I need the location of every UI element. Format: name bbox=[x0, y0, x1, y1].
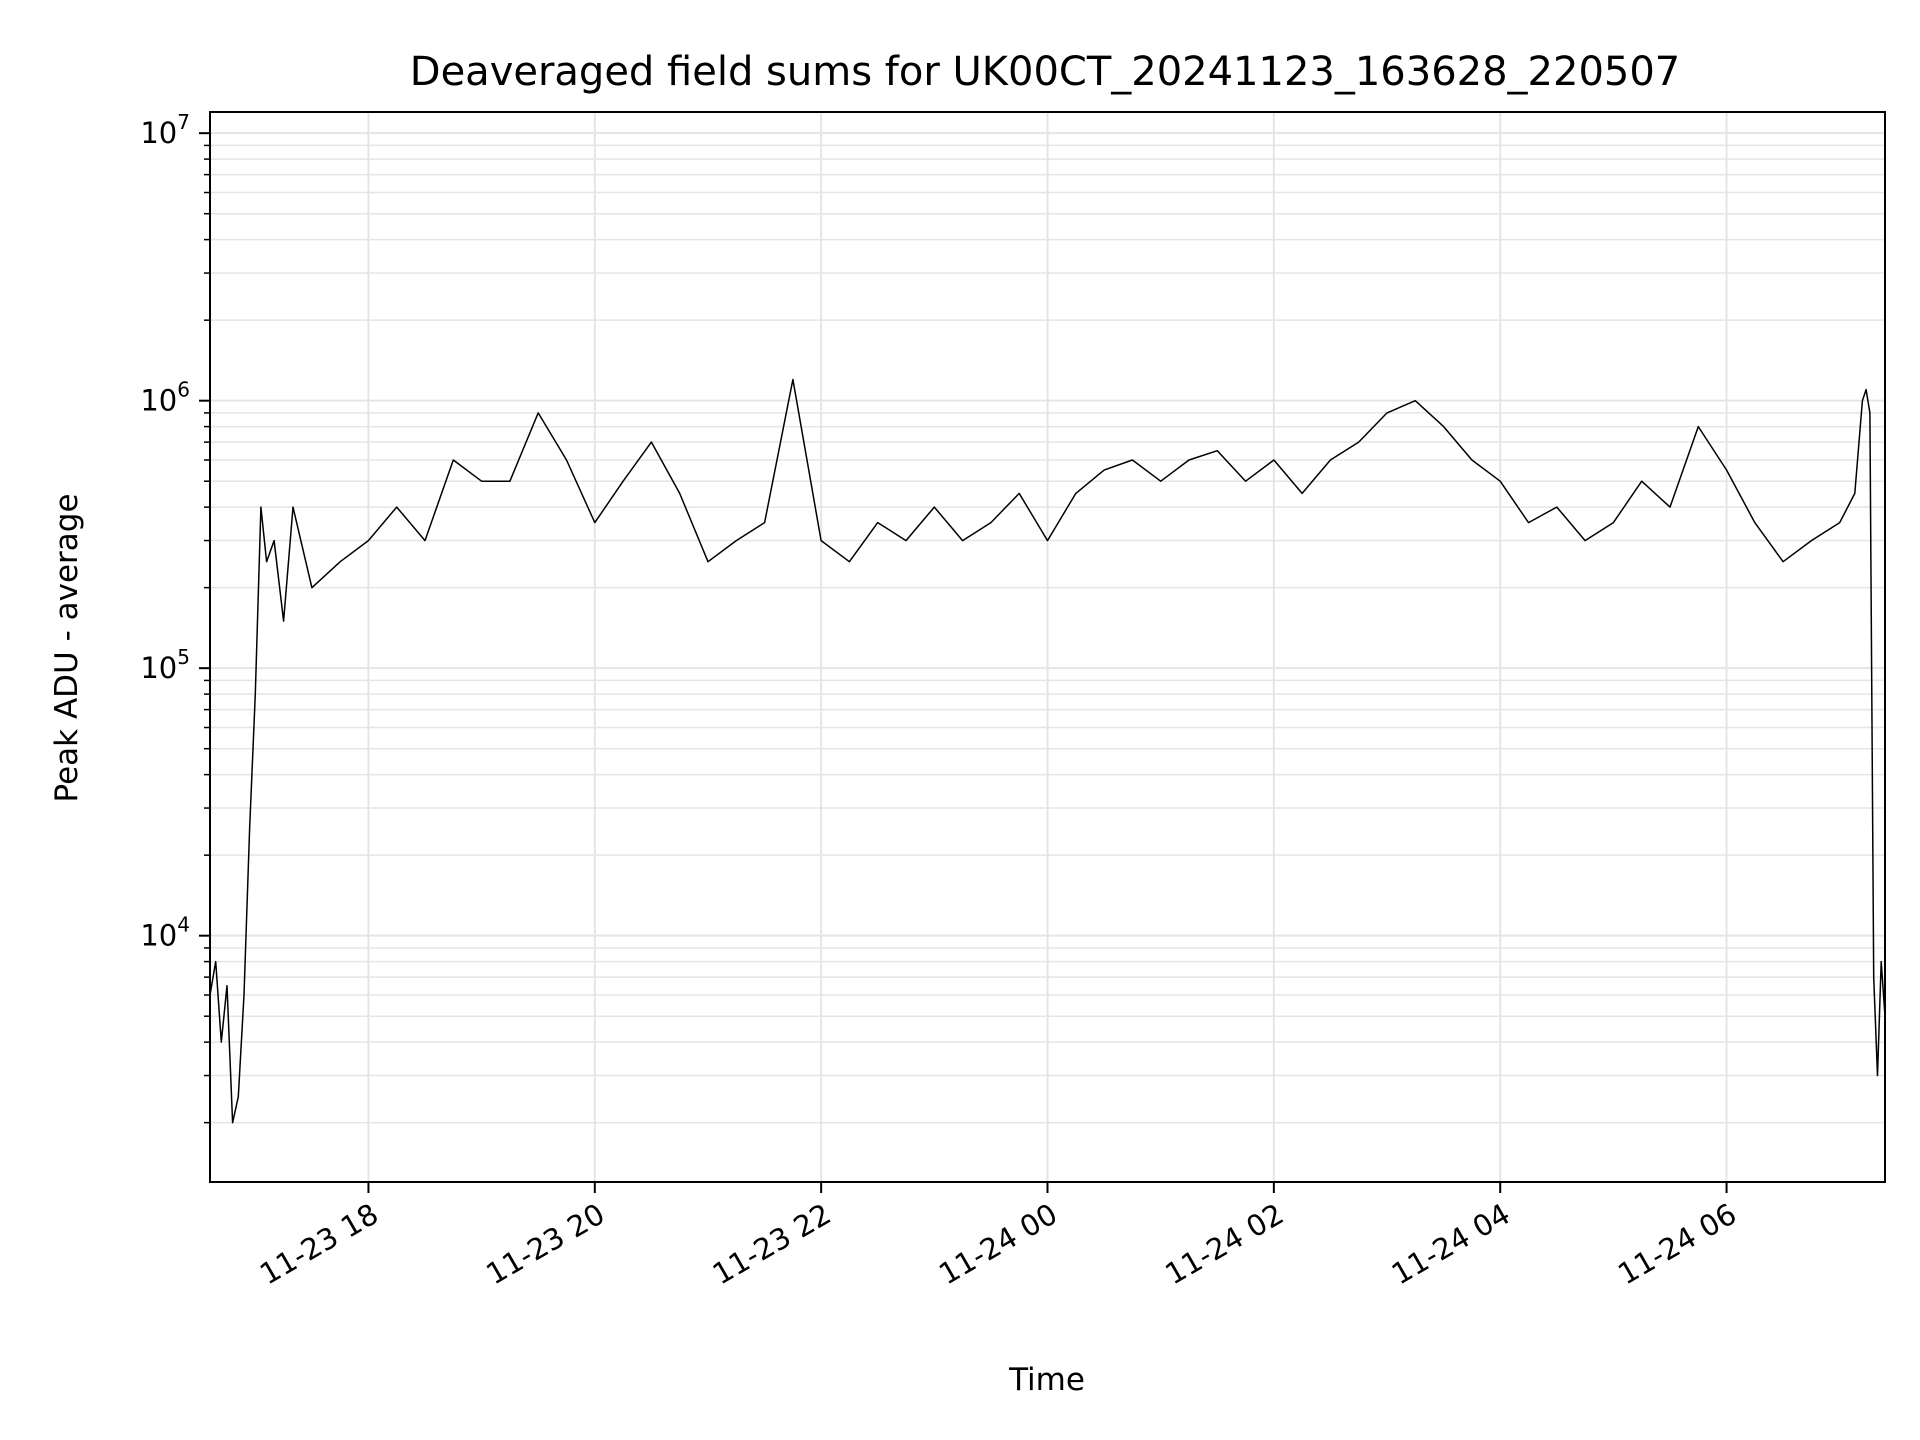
x-axis-title: Time bbox=[1008, 1362, 1085, 1398]
chart-title: Deaveraged field sums for UK00CT_2024112… bbox=[410, 49, 1680, 95]
y-tick-label: 105 bbox=[140, 645, 190, 685]
y-tick-label: 106 bbox=[140, 378, 190, 418]
y-tick-label: 107 bbox=[140, 110, 190, 150]
grid bbox=[210, 112, 1885, 1182]
y-axis: 104 105 106 107 bbox=[140, 110, 210, 1124]
series-line bbox=[209, 378, 1886, 1124]
y-tick-label: 104 bbox=[140, 913, 190, 953]
series-layer bbox=[209, 378, 1886, 1124]
y-axis-title: Peak ADU - average bbox=[49, 493, 85, 802]
